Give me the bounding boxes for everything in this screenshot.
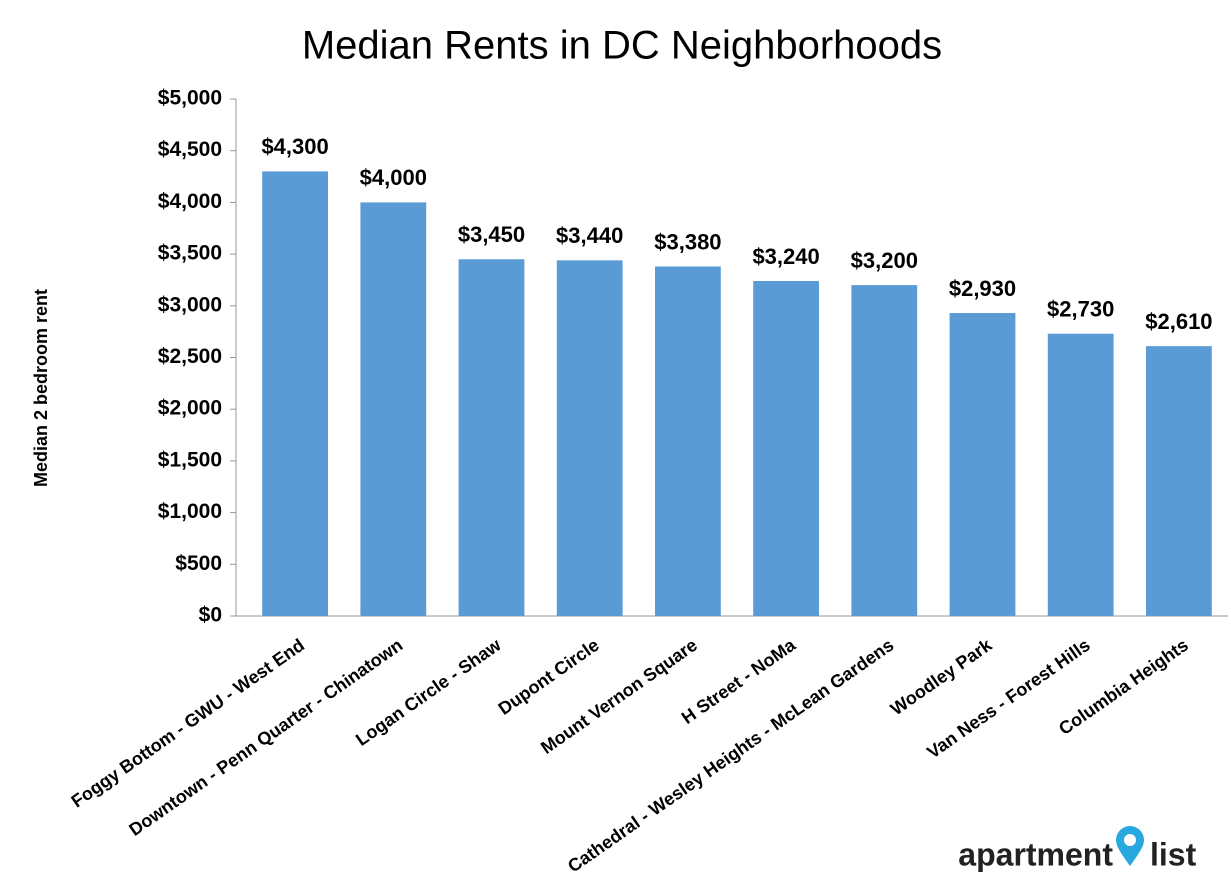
value-label: $2,610 (1145, 309, 1212, 334)
bar (458, 259, 525, 616)
x-tick-label: Cathedral - Wesley Heights - McLean Gard… (564, 635, 897, 877)
y-tick-label: $1,500 (158, 448, 222, 471)
bar (360, 202, 427, 616)
bar (949, 313, 1016, 616)
logo: apartment list (958, 826, 1197, 872)
bar (1146, 346, 1212, 616)
y-tick-label: $4,000 (158, 190, 222, 213)
y-tick-label: $2,000 (158, 397, 222, 420)
value-label: $4,000 (360, 165, 427, 190)
y-tick-label: $2,500 (158, 345, 222, 368)
logo-text: apartment (958, 836, 1113, 872)
logo-text: list (1150, 836, 1197, 872)
y-tick-label: $4,500 (158, 138, 222, 161)
y-tick-label: $1,000 (158, 500, 222, 523)
value-label: $2,930 (949, 276, 1016, 301)
chart-title: Median Rents in DC Neighborhoods (302, 24, 942, 68)
x-tick-label: Van Ness - Forest Hills (923, 635, 1093, 763)
value-label: $3,380 (654, 229, 721, 254)
bar (262, 171, 328, 616)
y-axis-label: Median 2 bedroom rent (31, 289, 51, 487)
y-tick-label: $5,000 (158, 87, 222, 110)
bar (1047, 333, 1114, 616)
value-label: $3,450 (458, 222, 525, 247)
bar (753, 280, 819, 616)
y-tick-label: $500 (175, 552, 222, 575)
value-label: $3,240 (752, 244, 819, 269)
y-tick-label: $3,500 (158, 242, 222, 265)
bar (655, 266, 721, 616)
value-label: $2,730 (1047, 297, 1114, 322)
bar (851, 285, 918, 616)
value-label: $3,200 (851, 248, 918, 273)
logo-pin-dot (1124, 834, 1136, 846)
y-tick-label: $3,000 (158, 293, 222, 316)
bar (556, 260, 623, 616)
y-tick-label: $0 (199, 604, 222, 627)
value-label: $3,440 (556, 223, 623, 248)
value-label: $4,300 (261, 134, 328, 159)
x-tick-label: Mount Vernon Square (537, 635, 701, 758)
